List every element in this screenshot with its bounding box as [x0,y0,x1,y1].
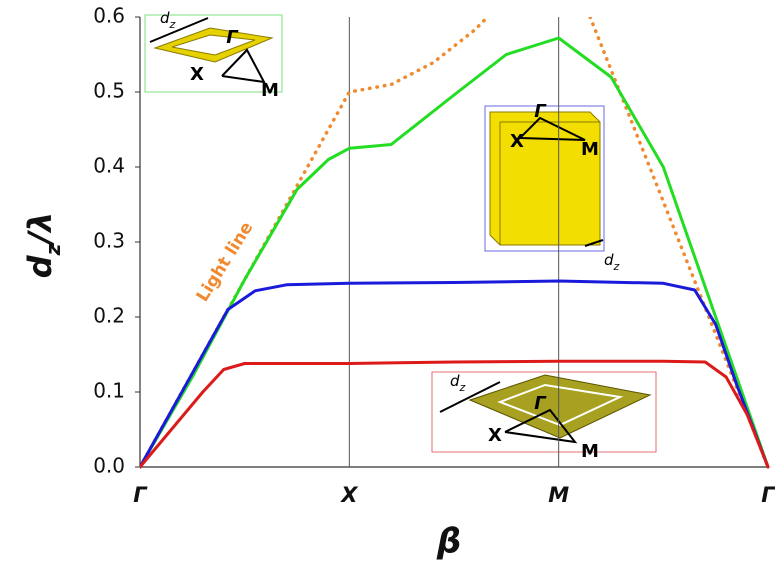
inset-path [504,408,578,444]
insets [144,14,657,453]
x-tick-label: Γ [761,483,775,507]
inset-arrow [149,17,209,43]
inset-point-label: M [581,441,599,462]
inset-shape [468,374,652,439]
y-tick-label: 0.3 [93,229,125,253]
inset-point-label: Γ [226,27,239,48]
series-line [140,36,770,469]
inset-label-part: d [450,372,460,390]
x-tick-label: X [339,483,359,507]
inset-point-label: M [581,139,599,160]
inset-shape [489,111,601,246]
y-axis-label-part: z [41,243,65,256]
inset-arrow [439,381,501,413]
inset-point-label: X [488,425,502,446]
inset-point-label: Γ [534,393,547,414]
inset-shape [497,383,624,427]
y-tick-label: 0.0 [93,454,125,478]
inset-label-part: z [459,381,466,394]
y-tick-label: 0.6 [93,4,125,28]
y-axis-label-part: /λ [21,212,59,248]
y-tick-label: 0.4 [93,154,125,178]
inset-arrow [584,239,604,247]
inset-point-label: Γ [534,101,547,122]
y-axis-label-part: d [21,254,59,278]
y-tick-label: 0.5 [93,79,125,103]
series-line [140,359,770,469]
y-axis-label: dz/λ [21,212,65,278]
inset-path [519,116,586,141]
y-tick-label: 0.2 [93,304,125,328]
inset-shape [171,34,256,56]
inset-label: dz [604,251,620,273]
annotation: Light line [193,218,258,305]
inset-point-label: X [510,131,524,152]
inset-point-label: X [190,64,204,85]
y-tick-label: 0.1 [93,379,125,403]
series-line [140,279,770,469]
x-tick-label: Γ [133,483,148,507]
x-tick-label: M [548,483,569,507]
inset-label: dz [160,9,176,31]
plot [140,17,770,469]
inset-label-part: z [169,18,176,31]
inset-label-part: z [613,260,620,273]
inset-point-label: M [261,80,279,101]
inset-path [221,48,266,84]
inset-label-part: d [160,9,170,27]
inset-label: dz [450,372,466,394]
x-axis-label: β [436,522,461,562]
inset-label-part: d [604,251,614,269]
